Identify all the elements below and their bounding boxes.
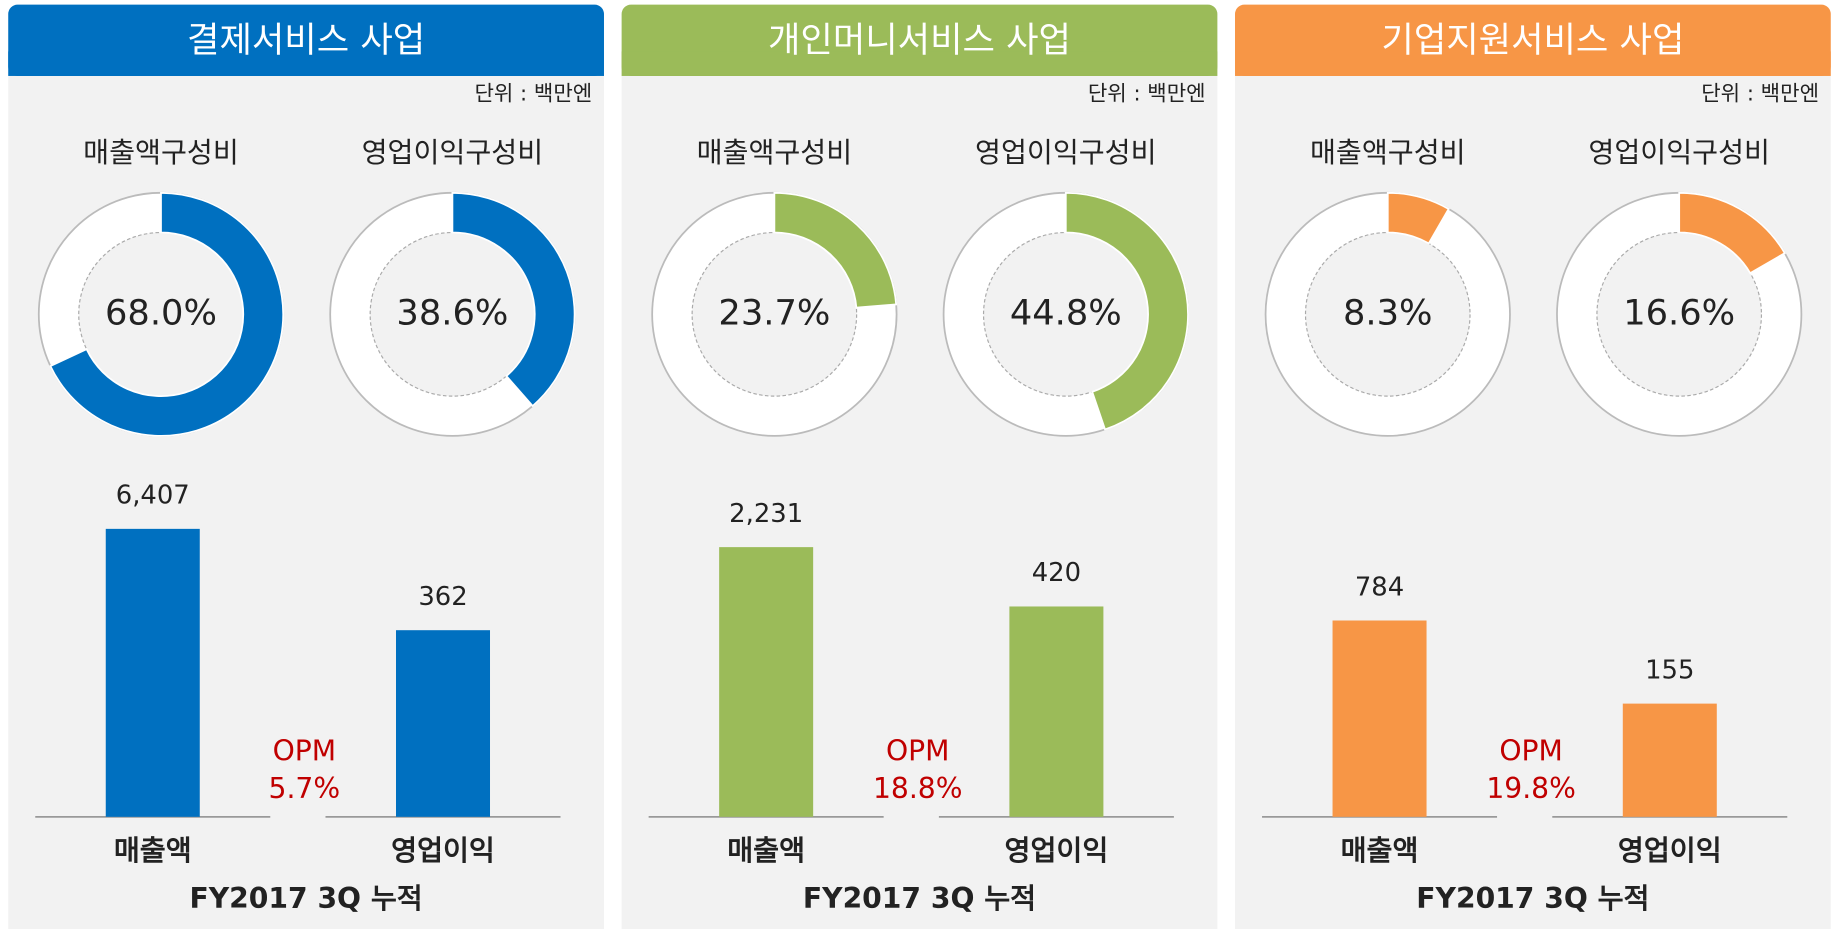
bar-value-label: 2,231 — [729, 499, 803, 529]
donut-slice — [451, 191, 576, 408]
unit-label: 단위 : 백만엔 — [1088, 81, 1206, 106]
bar-value-label: 784 — [1355, 572, 1404, 602]
donut-title: 영업이익구성비 — [362, 136, 544, 169]
panel-title: 개인머니서비스 사업 — [768, 20, 1071, 61]
donut-value-label: 68.0% — [105, 292, 217, 333]
bar-value-label: 420 — [1032, 558, 1081, 588]
footer: FY2017 3Q 누적 — [803, 882, 1036, 915]
opm-label: 18.8% — [873, 772, 963, 805]
bar — [105, 528, 200, 817]
bar — [1332, 620, 1427, 817]
donut-inner — [691, 231, 858, 397]
donut-slice — [773, 191, 898, 309]
bar — [1622, 703, 1717, 817]
panel-header-base — [1235, 51, 1831, 76]
unit-label: 단위 : 백만엔 — [1701, 81, 1819, 106]
opm-label: 5.7% — [269, 772, 341, 805]
bar-value-label: 6,407 — [116, 481, 190, 511]
bar — [396, 630, 491, 817]
donut-slice — [1386, 191, 1450, 245]
bar-value-label: 362 — [418, 582, 467, 612]
opm-label: OPM — [273, 735, 337, 768]
donut-value-label: 8.3% — [1343, 292, 1433, 333]
x-tick-label: 영업이익 — [391, 834, 495, 867]
donut-inner — [1304, 231, 1471, 397]
donut-title: 영업이익구성비 — [1588, 136, 1770, 169]
bar-value-label: 155 — [1645, 655, 1694, 685]
opm-label: 19.8% — [1486, 772, 1576, 805]
donut-title: 매출액구성비 — [83, 136, 239, 169]
opm-label: OPM — [886, 735, 950, 768]
donut-value-label: 44.8% — [1010, 292, 1122, 333]
donut-value-label: 38.6% — [396, 292, 508, 333]
footer: FY2017 3Q 누적 — [190, 882, 423, 915]
donut-value-label: 16.6% — [1623, 292, 1735, 333]
donut-inner — [1596, 231, 1763, 397]
opm-label: OPM — [1499, 735, 1563, 768]
bar — [719, 547, 814, 817]
unit-label: 단위 : 백만엔 — [474, 81, 592, 106]
panel-title: 결제서비스 사업 — [187, 20, 425, 61]
donut-title: 영업이익구성비 — [975, 136, 1157, 169]
x-tick-label: 매출액 — [727, 834, 805, 867]
donut-slice — [1064, 191, 1189, 431]
x-tick-label: 영업이익 — [1005, 834, 1109, 867]
x-tick-label: 매출액 — [114, 834, 192, 867]
panel-title: 기업지원서비스 사업 — [1381, 20, 1684, 61]
x-tick-label: 영업이익 — [1618, 834, 1722, 867]
bar — [1009, 606, 1104, 817]
footer: FY2017 3Q 누적 — [1416, 882, 1649, 915]
donut-title: 매출액구성비 — [1310, 136, 1466, 169]
donut-value-label: 23.7% — [718, 292, 830, 333]
donut-title: 매출액구성비 — [697, 136, 853, 169]
x-tick-label: 매출액 — [1341, 834, 1419, 867]
panel-header-base — [621, 51, 1218, 76]
donut-slice — [1678, 191, 1786, 275]
panel-header-base — [8, 51, 604, 76]
donut-slice — [49, 191, 285, 437]
